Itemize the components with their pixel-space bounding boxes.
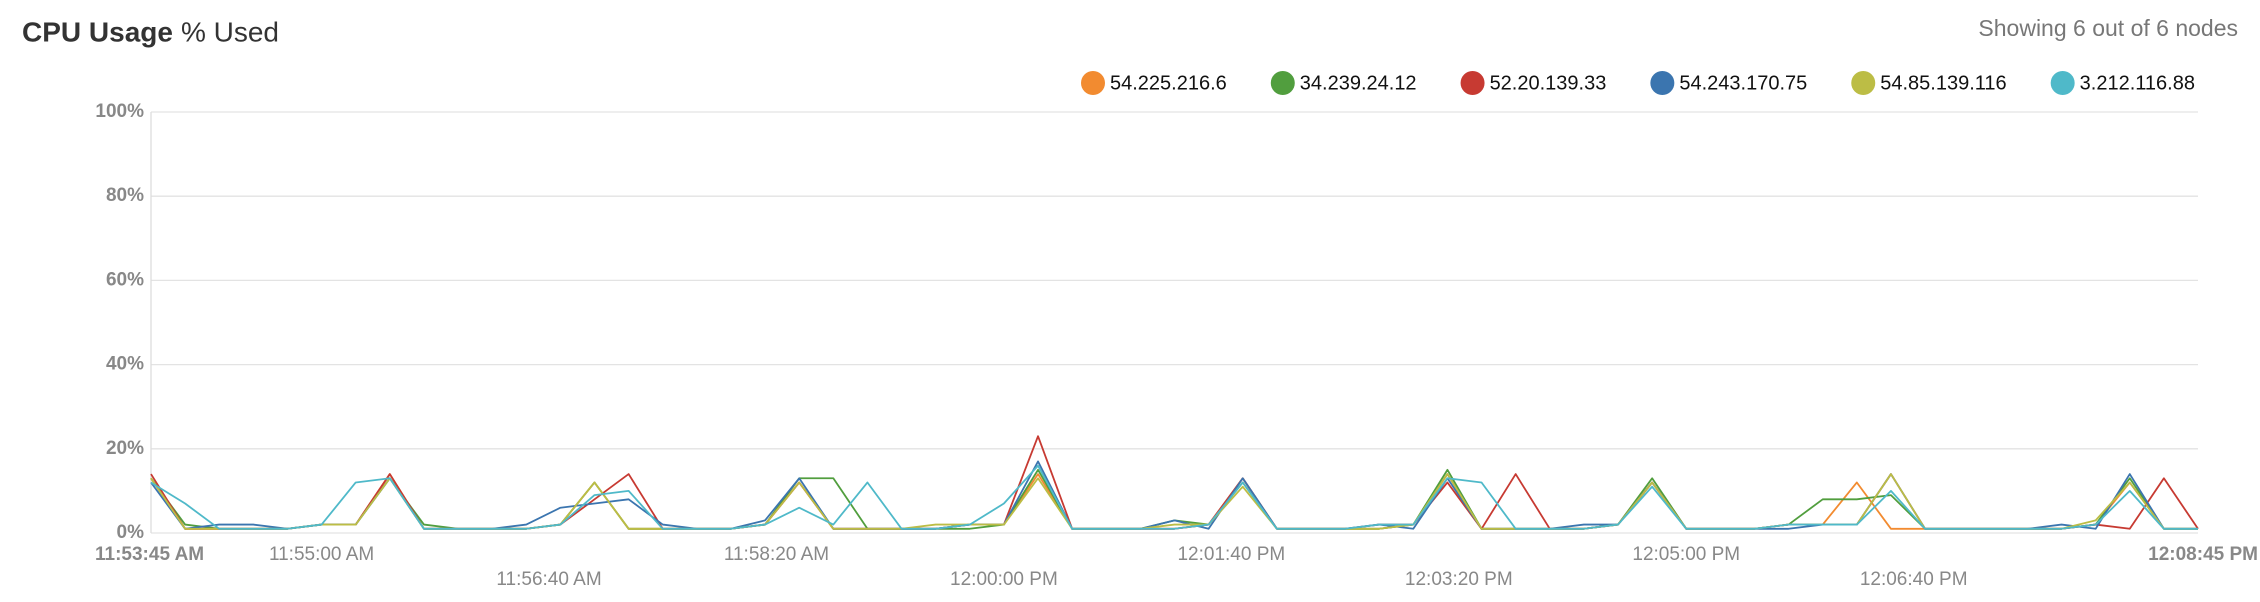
x-tick-label: 11:53:45 AM bbox=[95, 544, 204, 565]
y-tick-label: 20% bbox=[106, 438, 144, 459]
legend-marker bbox=[2050, 71, 2075, 95]
legend-label: 3.212.116.88 bbox=[2080, 72, 2195, 94]
x-tick-label: 11:55:00 AM bbox=[269, 544, 374, 565]
y-tick-label: 80% bbox=[106, 185, 144, 206]
x-tick-label: 12:08:45 PM bbox=[2148, 544, 2258, 565]
y-tick-label: 100% bbox=[95, 101, 144, 122]
legend-marker bbox=[1081, 71, 1105, 95]
legend-marker bbox=[1650, 71, 1675, 95]
chart-subtitle: % Used bbox=[181, 16, 279, 47]
legend-marker bbox=[1851, 71, 1876, 95]
x-tick-label: 12:03:20 PM bbox=[1405, 569, 1513, 590]
x-tick-label: 11:56:40 AM bbox=[496, 569, 601, 590]
legend-label: 54.85.139.116 bbox=[1880, 72, 2006, 94]
x-tick-label: 12:01:40 PM bbox=[1177, 544, 1285, 565]
legend-marker bbox=[1270, 71, 1295, 95]
y-tick-label: 40% bbox=[106, 354, 144, 375]
node-count: Showing 6 out of 6 nodes bbox=[1978, 15, 2238, 41]
legend-marker bbox=[1460, 71, 1485, 95]
legend-label: 54.225.216.6 bbox=[1110, 72, 1227, 94]
chart-title: CPU Usage bbox=[22, 16, 173, 47]
x-tick-label: 12:05:00 PM bbox=[1632, 544, 1740, 565]
y-tick-label: 60% bbox=[106, 269, 144, 290]
series-line bbox=[150, 464, 2198, 530]
legend-label: 52.20.139.33 bbox=[1490, 72, 1607, 94]
x-tick-label: 12:06:40 PM bbox=[1860, 569, 1968, 590]
y-tick-label: 0% bbox=[117, 522, 145, 543]
legend-label: 34.239.24.12 bbox=[1300, 72, 1417, 94]
x-tick-label: 12:00:00 PM bbox=[950, 569, 1058, 590]
legend-label: 54.243.170.75 bbox=[1679, 72, 1807, 94]
x-tick-label: 11:58:20 AM bbox=[724, 544, 829, 565]
series-line bbox=[150, 435, 2199, 530]
